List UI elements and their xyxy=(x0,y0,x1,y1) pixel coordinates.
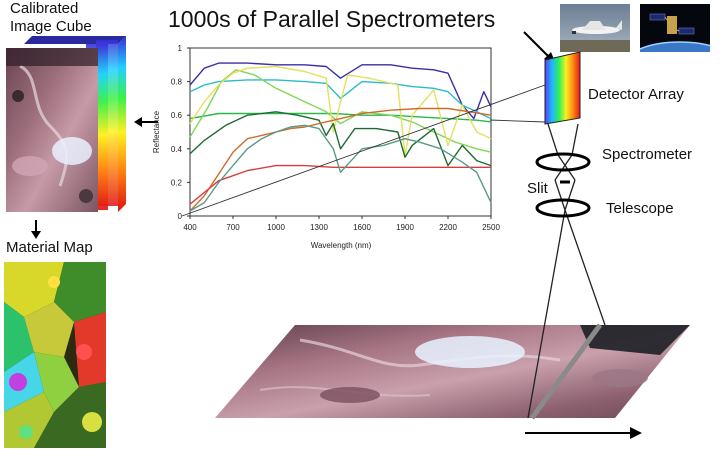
spectrometer-lens xyxy=(535,152,591,172)
chart-y-tick-label: 0.8 xyxy=(171,78,183,87)
chart-y-tick-label: 1 xyxy=(178,44,183,53)
spectrometer-label: Spectrometer xyxy=(602,146,693,163)
chart-xlabel: Wavelength (nm) xyxy=(311,241,372,250)
chart-y-tick-label: 0 xyxy=(178,212,183,221)
chart-series-line-2 xyxy=(189,79,492,120)
chart-series-line-1 xyxy=(189,62,492,120)
chart-y-tick-label: 0.2 xyxy=(171,178,183,187)
chart-x-tick-label: 1300 xyxy=(310,223,328,232)
chart-x-tick-label: 1600 xyxy=(353,223,371,232)
aircraft-photo xyxy=(560,4,630,52)
chart-y-tick-label: 0.6 xyxy=(171,111,183,120)
ground-bright-area xyxy=(415,336,525,368)
material-map-label: Material Map xyxy=(6,239,93,256)
telescope-lens xyxy=(535,198,591,218)
chart-ylabel: Reflectance xyxy=(152,110,161,153)
detector-array-label: Detector Array xyxy=(588,86,684,103)
chart-x-tick-label: 2500 xyxy=(482,223,500,232)
chart-x-tick-label: 400 xyxy=(183,223,197,232)
chart-plot-area xyxy=(189,47,492,217)
chart-series-line-3 xyxy=(189,112,492,123)
chart-x-tick-label: 1000 xyxy=(267,223,285,232)
material-map-image xyxy=(4,262,106,448)
arrow-left-icon xyxy=(134,117,158,127)
page-title: 1000s of Parallel Spectrometers xyxy=(168,6,496,32)
detector-array xyxy=(544,51,581,125)
chart-series-line-6 xyxy=(189,111,492,167)
image-cube-label: Calibrated Image Cube xyxy=(10,0,92,35)
chart-series-line-5 xyxy=(189,65,492,157)
chart-series-line-7 xyxy=(189,107,492,212)
reflectance-chart: 400 700 1000 1300 1600 1900 2200 2500 0 0.2 0.4 0.6… xyxy=(152,44,501,250)
slit-label: Slit xyxy=(527,180,548,197)
telescope-label: Telescope xyxy=(606,200,674,217)
image-cube-graphic xyxy=(6,36,126,212)
satellite-photo xyxy=(640,4,710,52)
chart-x-tick-label: 2200 xyxy=(439,223,457,232)
chart-x-tick-label: 1900 xyxy=(396,223,414,232)
chart-ticks-group: 400 700 1000 1300 1600 1900 2200 2500 0 0.2 0.4 0.6… xyxy=(171,44,501,232)
chart-series-line-9 xyxy=(189,124,492,212)
chart-series-line-4 xyxy=(189,69,492,153)
chart-x-tick-label: 700 xyxy=(226,223,240,232)
swath-line xyxy=(529,323,603,420)
arrow-down-icon xyxy=(31,220,41,239)
arrow-right-icon xyxy=(630,427,642,439)
chart-y-tick-label: 0.4 xyxy=(171,145,183,154)
